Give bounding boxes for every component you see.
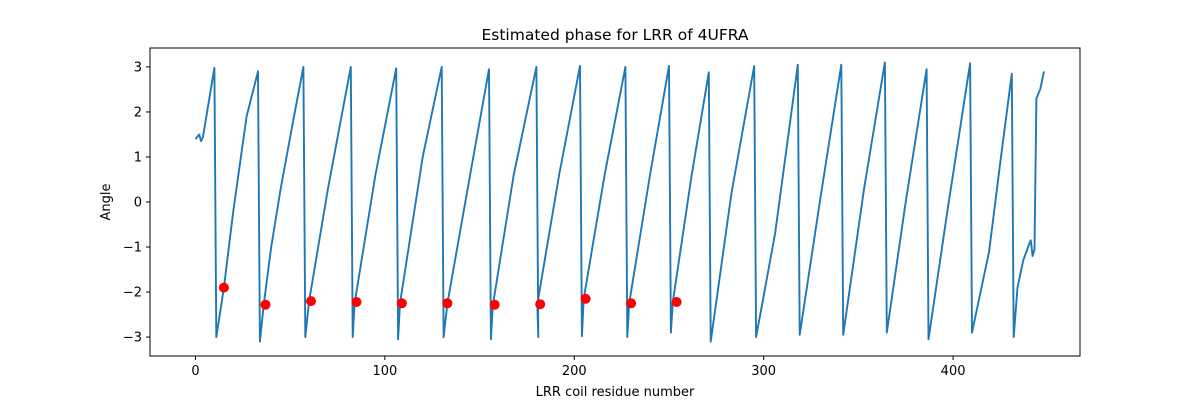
y-tick-label: 3 [134,60,142,75]
x-tick-label: 300 [751,364,776,379]
marker-point-4 [396,298,407,309]
plot-area [194,61,1045,343]
chart-title: Estimated phase for LRR of 4UFRA [481,26,748,44]
marker-point-9 [626,298,637,309]
y-tick-label: 1 [134,150,142,165]
marker-point-7 [535,299,546,310]
marker-point-0 [218,282,229,293]
marker-point-1 [260,299,271,310]
x-axis: 0 100 200 300 400 [191,356,966,379]
marker-point-2 [306,296,316,307]
marker-point-6 [489,299,500,310]
y-axis: −3 −2 −1 0 1 2 3 [123,60,150,346]
x-tick-label: 200 [562,364,587,379]
y-tick-label: −1 [123,241,142,256]
marker-point-8 [580,293,591,304]
axes-frame [149,47,1081,357]
y-axis-title: Angle [99,184,114,221]
x-axis-title: LRR coil residue number [536,385,695,400]
marker-point-5 [442,298,453,309]
y-tick-label: 0 [134,196,142,211]
marker-point-3 [351,297,362,307]
marker-point-10 [671,297,682,307]
y-tick-label: 2 [134,105,142,120]
x-tick-label: 400 [941,364,966,379]
phase-line [194,61,1045,343]
y-tick-label: −2 [123,286,142,301]
y-tick-label: −3 [123,331,142,346]
x-tick-label: 0 [191,364,199,379]
x-tick-label: 100 [372,364,397,379]
